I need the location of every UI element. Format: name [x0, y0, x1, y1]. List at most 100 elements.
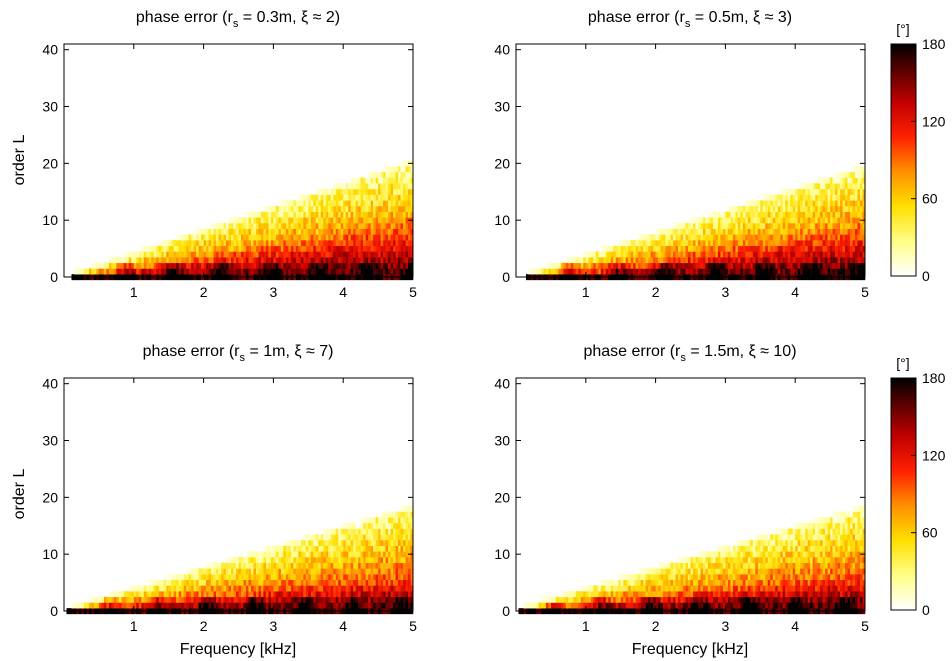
heatmap-cell: [835, 188, 838, 195]
heatmap-cell: [720, 234, 724, 241]
heatmap-cell: [732, 211, 736, 218]
heatmap-cell: [370, 257, 374, 264]
heatmap-cell: [685, 574, 689, 581]
heatmap-cell: [673, 574, 676, 581]
heatmap-cell: [156, 257, 160, 264]
heatmap-cell: [258, 223, 262, 229]
heatmap-cell: [383, 579, 386, 586]
heatmap-cell: [228, 268, 232, 275]
heatmap-cell: [800, 257, 803, 264]
heatmap-cell: [740, 262, 744, 269]
heatmap-cell: [620, 602, 624, 609]
heatmap-cell: [410, 177, 414, 184]
heatmap-cell: [608, 257, 612, 264]
heatmap-cell: [395, 183, 399, 190]
heatmap-cell: [653, 240, 656, 247]
axes-frame-1: [63, 43, 414, 278]
heatmap-cell: [378, 234, 381, 241]
heatmap-cell: [211, 245, 214, 252]
heatmap-cell: [835, 251, 838, 258]
heatmap-cell: [240, 574, 244, 581]
heatmap-cell: [852, 211, 856, 218]
heatmap-cell: [183, 602, 187, 609]
heatmap-cell: [640, 574, 644, 581]
heatmap-cell: [812, 240, 816, 247]
y-tick-label: 20: [494, 155, 510, 171]
heatmap-cell: [378, 205, 381, 212]
heatmap-cell: [385, 223, 389, 229]
heatmap-cell: [378, 557, 381, 563]
heatmap-cell: [308, 200, 312, 207]
heatmap-cell: [403, 517, 406, 524]
heatmap-cell: [308, 205, 312, 212]
heatmap-cell: [630, 240, 634, 247]
heatmap-cell: [830, 217, 833, 224]
heatmap-cell: [855, 245, 858, 252]
heatmap-cell: [720, 245, 724, 252]
heatmap-cell: [673, 562, 676, 569]
heatmap-cell: [345, 200, 349, 207]
heatmap-cell: [752, 205, 756, 212]
heatmap-cell: [755, 223, 759, 229]
heatmap-cell: [380, 511, 384, 518]
heatmap-cell: [318, 200, 322, 207]
heatmap-cell: [410, 223, 414, 229]
heatmap-cell: [845, 257, 848, 264]
heatmap-cell: [213, 234, 217, 241]
heatmap-cell: [245, 551, 249, 558]
heatmap-cell: [263, 211, 267, 218]
heatmap-cell: [181, 579, 184, 586]
heatmap-cell: [655, 240, 659, 247]
heatmap-cell: [790, 223, 793, 229]
heatmap-cell: [598, 268, 602, 275]
heatmap-cell: [320, 240, 324, 247]
heatmap-cell: [860, 166, 863, 173]
heatmap-cell: [777, 251, 781, 258]
heatmap-cell: [373, 602, 376, 609]
heatmap-cell: [795, 251, 798, 258]
heatmap-cell: [645, 574, 649, 581]
heatmap-cell: [253, 596, 257, 603]
heatmap-cell: [815, 223, 818, 229]
heatmap-cell: [755, 251, 759, 258]
heatmap-cell: [370, 574, 374, 581]
heatmap-cell: [353, 585, 356, 592]
heatmap-cell: [842, 223, 846, 229]
heatmap-cell: [767, 194, 771, 201]
heatmap-cell: [378, 568, 381, 575]
heatmap-cell: [248, 211, 252, 218]
heatmap-cell: [136, 268, 140, 275]
heatmap-cell: [196, 234, 199, 241]
heatmap-cell: [655, 234, 659, 241]
heatmap-cell: [722, 251, 726, 258]
heatmap-cell: [805, 245, 808, 252]
heatmap-cell: [255, 268, 259, 275]
heatmap-cell: [293, 217, 297, 224]
heatmap-cell: [820, 234, 823, 241]
heatmap-cell: [136, 596, 140, 603]
heatmap-cell: [805, 257, 808, 264]
heatmap-cell: [752, 245, 756, 252]
heatmap-cell: [700, 268, 704, 275]
heatmap-cell: [725, 257, 729, 264]
heatmap-cell: [136, 602, 140, 609]
heatmap-cell: [360, 251, 364, 258]
heatmap-cell: [325, 234, 329, 241]
heatmap-cell: [405, 268, 409, 275]
heatmap-cell: [333, 240, 337, 247]
heatmap-cell: [221, 574, 224, 581]
y-tick-label: 0: [50, 603, 58, 619]
heatmap-cell: [588, 251, 592, 258]
heatmap-cell: [373, 591, 376, 598]
heatmap-cell: [330, 262, 334, 269]
heatmap-cell: [283, 602, 287, 609]
heatmap-cell: [298, 545, 302, 552]
heatmap-cell: [186, 251, 189, 258]
heatmap-cell: [790, 234, 793, 241]
heatmap-cell: [323, 562, 327, 569]
heatmap-cell: [390, 596, 394, 603]
heatmap-cell: [333, 528, 337, 535]
heatmap-cell: [141, 245, 145, 252]
heatmap-cell: [128, 596, 132, 603]
heatmap-cell: [236, 585, 239, 592]
